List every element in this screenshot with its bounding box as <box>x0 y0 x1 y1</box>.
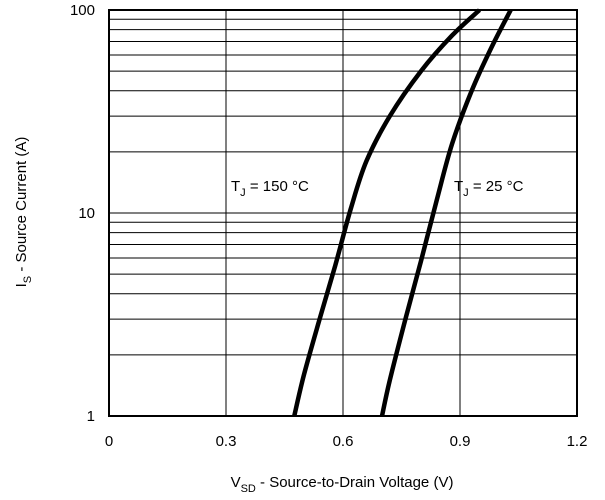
series-layer <box>292 8 513 417</box>
series-label-25: TJ = 25 °C <box>454 178 524 199</box>
x-tick-label: 1.2 <box>567 433 588 450</box>
y-tick-label: 100 <box>70 2 95 19</box>
series-label-150: TJ = 150 °C <box>231 178 309 199</box>
y-tick-label: 10 <box>78 205 95 222</box>
series-line-1 <box>379 8 513 417</box>
y-tick-label: 1 <box>87 408 95 425</box>
y-axis-label: IS - Source Current (A) <box>13 137 34 288</box>
x-tick-label: 0 <box>105 433 113 450</box>
x-axis-label: VSD - Source-to-Drain Voltage (V) <box>231 474 454 495</box>
y-tick-labels: 1 10 100 <box>70 2 95 425</box>
x-tick-label: 0.6 <box>333 433 354 450</box>
series-line-0 <box>292 8 482 417</box>
x-tick-label: 0.3 <box>216 433 237 450</box>
grid <box>109 10 577 416</box>
x-tick-label: 0.9 <box>450 433 471 450</box>
x-tick-labels: 0 0.3 0.6 0.9 1.2 <box>105 433 588 450</box>
plot-frame <box>108 9 578 417</box>
